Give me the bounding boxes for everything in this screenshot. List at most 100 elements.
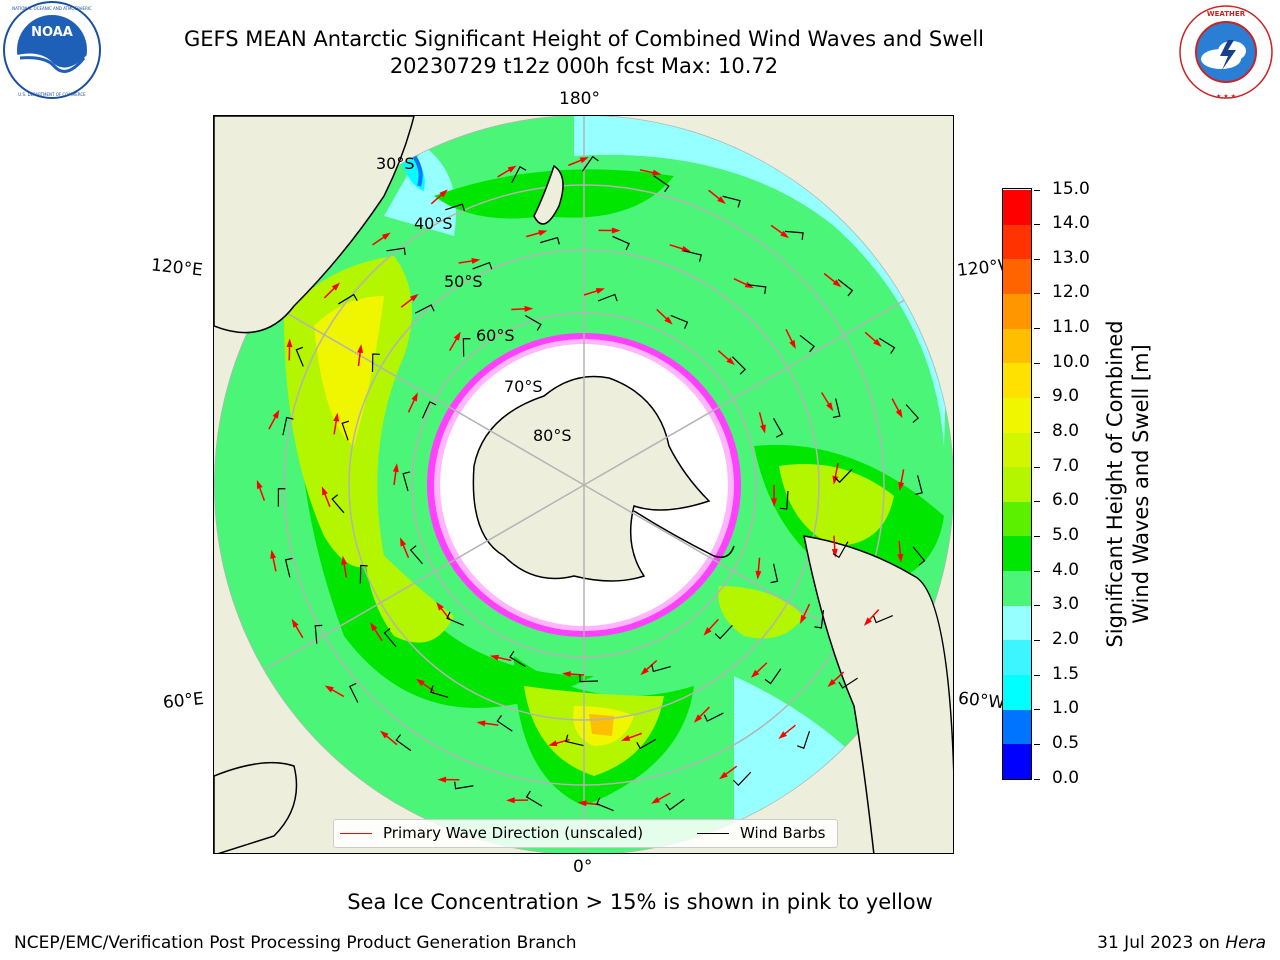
wind-barb (414, 304, 435, 314)
wave-arrow-head (411, 392, 418, 402)
wind-barb (799, 334, 815, 353)
wind-barb (747, 284, 767, 294)
map-canvas: 30°S 40°S 50°S 60°S 70°S 80°S (214, 116, 953, 853)
wave-arrow (697, 706, 710, 719)
wave-arrow-head (489, 654, 499, 661)
colorbar-tick-label: 0.5 (1052, 732, 1080, 753)
wave-arrow (482, 722, 499, 726)
wind-barb (295, 346, 304, 367)
wave-arrow-head (831, 548, 838, 558)
svg-text:U.S. DEPARTMENT OF COMMERCE: U.S. DEPARTMENT OF COMMERCE (18, 92, 86, 97)
colorbar-tick-label: 0.0 (1052, 767, 1080, 788)
wind-barb (446, 611, 464, 626)
wave-arrow-head (331, 282, 341, 291)
colorbar-tick-label: 6.0 (1052, 490, 1080, 511)
wave-arrow-head (453, 331, 461, 341)
nws-logo: WEATHER ★ ★ ★ (1179, 5, 1273, 100)
wind-barb (524, 314, 542, 331)
wind-barb (873, 615, 893, 624)
wind-barb (430, 685, 449, 698)
wave-arrow (329, 687, 345, 698)
lon-label-180: 180° (559, 89, 600, 109)
colorbar-segment (1003, 432, 1031, 468)
wave-arrow-head (750, 669, 760, 678)
colorbar-tick (1034, 466, 1040, 468)
wind-barb (409, 545, 423, 565)
wind-barb (651, 664, 671, 673)
wave-arrow (343, 561, 348, 578)
wave-arrow (511, 308, 528, 311)
wave-arrow-head (579, 157, 589, 164)
colorbar-tick-label: 5.0 (1052, 524, 1080, 545)
australia-landmass (214, 116, 415, 334)
wind-barb (832, 398, 841, 419)
colorbar-tick (1034, 674, 1040, 676)
wave-arrow (782, 724, 796, 736)
wind-barb (359, 564, 368, 584)
wave-arrow-head (895, 409, 903, 419)
wave-arrow (669, 244, 686, 251)
wave-arrow (707, 618, 719, 632)
colorbar-tick-label: 14.0 (1052, 213, 1090, 234)
wave-arrow (372, 235, 387, 246)
wave-arrow (458, 259, 475, 264)
wave-arrow (867, 609, 880, 622)
wave-arrow (333, 418, 338, 435)
wind-barb (525, 790, 543, 807)
wave-arrow-head (827, 678, 836, 688)
wave-arrow (268, 414, 278, 430)
wave-arrow-head (832, 475, 839, 485)
colorbar-tick-label: 15.0 (1052, 178, 1090, 199)
colorbar-segment (1003, 397, 1031, 433)
wave-arrow-head (379, 730, 389, 739)
wave-arrow (323, 491, 331, 508)
wave-arrow-head (333, 412, 340, 422)
colorbar-tick (1034, 605, 1040, 607)
wind-barb (636, 738, 657, 750)
colorbar-segment (1003, 466, 1031, 502)
wave-arrow-head (357, 344, 364, 354)
wave-arrow-head (651, 796, 661, 804)
colorbar-tick (1034, 258, 1040, 260)
wave-arrow (449, 336, 459, 352)
wave-arrow (323, 286, 337, 299)
wind-barb (612, 235, 630, 251)
colorbar-tick (1034, 224, 1040, 226)
colorbar-tick-label: 9.0 (1052, 386, 1080, 407)
wave-arrow-head (381, 232, 391, 240)
legend-barb-swatch (697, 833, 729, 834)
footer-date-text: 31 Jul 2023 on (1097, 933, 1220, 953)
wind-barb (341, 420, 350, 441)
colorbar-tick-label: 13.0 (1052, 247, 1090, 268)
wind-barb (445, 203, 465, 212)
colorbar-tick (1034, 362, 1040, 364)
colorbar-tick-label: 1.0 (1052, 698, 1080, 719)
wind-barb (797, 730, 811, 750)
wave-arrow-head (789, 339, 796, 349)
wave-arrow-head (898, 481, 905, 492)
wave-arrow-head (416, 678, 425, 687)
colorbar-tick (1034, 397, 1040, 399)
wave-arrow-head (291, 618, 299, 628)
colorbar-tick-label: 4.0 (1052, 559, 1080, 580)
wave-arrow-head (524, 305, 534, 312)
wave-arrow (401, 542, 410, 558)
high-waves-pacific (779, 464, 894, 546)
colorbar-tick (1034, 189, 1040, 191)
wind-barb (454, 781, 474, 790)
wave-arrow (733, 278, 749, 287)
colorbar-title-line1: Significant Height of Combined (1103, 320, 1127, 648)
colorbar-tick-label: 11.0 (1052, 317, 1090, 338)
footer-credit: NCEP/EMC/Verification Post Processing Pr… (14, 933, 577, 953)
colorbar-segment (1003, 605, 1031, 641)
new-zealand-landmass (533, 164, 564, 225)
wind-barb (912, 546, 926, 566)
wave-arrow (258, 485, 266, 501)
wave-arrow-head (506, 797, 515, 804)
colorbar-tick (1034, 743, 1040, 745)
wind-barb (565, 734, 584, 747)
wave-arrow-head (577, 800, 587, 807)
wave-arrow (770, 224, 785, 236)
colorbar-segment (1003, 743, 1031, 779)
colorbar-tick (1034, 501, 1040, 503)
